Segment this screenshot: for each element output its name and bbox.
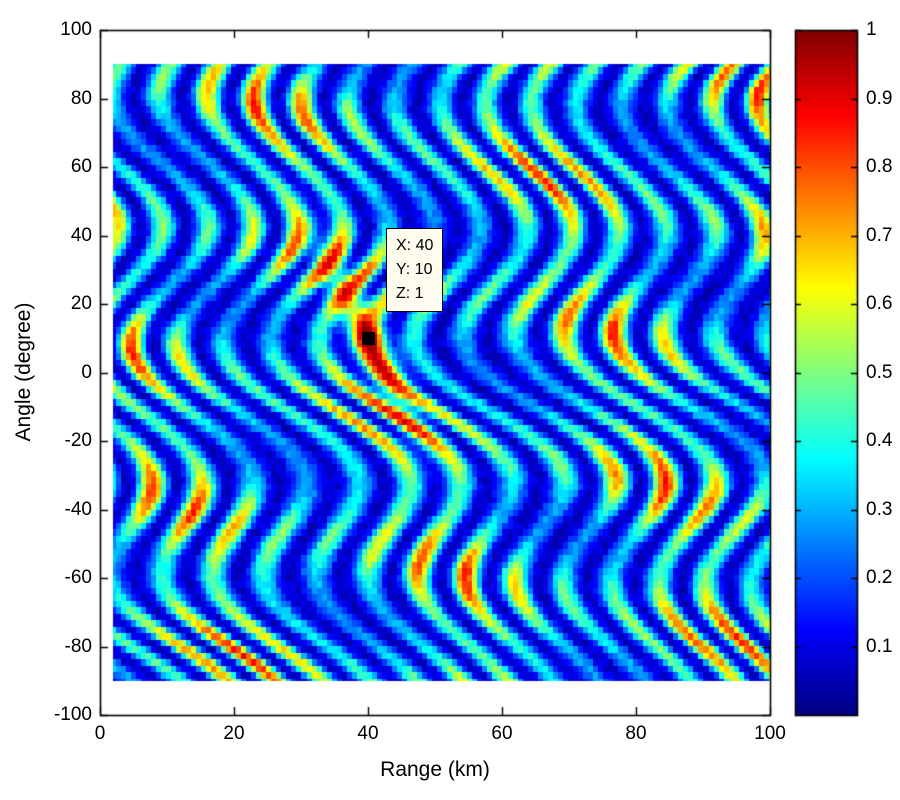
peak-marker bbox=[361, 331, 375, 345]
x-axis-label: Range (km) bbox=[380, 758, 490, 781]
datatip[interactable]: X: 40 Y: 10 Z: 1 bbox=[386, 228, 444, 313]
datatip-line-z: Z: 1 bbox=[396, 285, 424, 303]
datatip-line-y: Y: 10 bbox=[396, 261, 433, 279]
datatip-line-x: X: 40 bbox=[396, 237, 434, 255]
y-axis-label: Angle (degree) bbox=[12, 302, 35, 442]
